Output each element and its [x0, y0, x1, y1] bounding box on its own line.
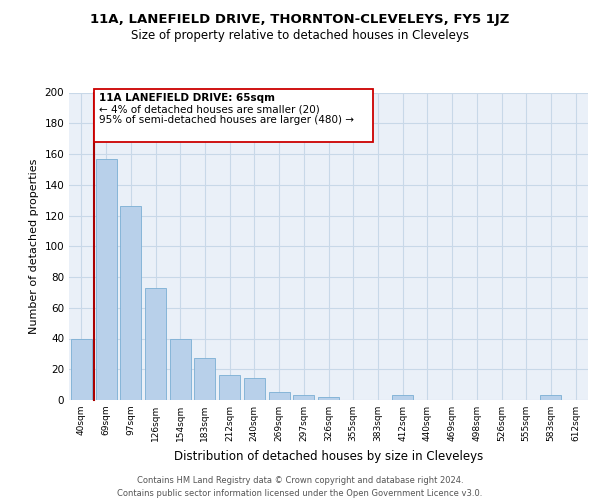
Bar	[293, 396, 314, 400]
Bar	[244, 378, 265, 400]
Text: 11A, LANEFIELD DRIVE, THORNTON-CLEVELEYS, FY5 1JZ: 11A, LANEFIELD DRIVE, THORNTON-CLEVELEYS…	[91, 12, 509, 26]
Bar	[392, 396, 413, 400]
Text: Contains HM Land Registry data © Crown copyright and database right 2024.: Contains HM Land Registry data © Crown c…	[137, 476, 463, 485]
Bar	[541, 396, 562, 400]
Bar	[269, 392, 290, 400]
Text: Contains public sector information licensed under the Open Government Licence v3: Contains public sector information licen…	[118, 489, 482, 498]
Bar	[145, 288, 166, 400]
Bar	[219, 376, 240, 400]
Text: 95% of semi-detached houses are larger (480) →: 95% of semi-detached houses are larger (…	[98, 115, 353, 125]
Text: Size of property relative to detached houses in Cleveleys: Size of property relative to detached ho…	[131, 29, 469, 42]
Y-axis label: Number of detached properties: Number of detached properties	[29, 158, 39, 334]
Bar	[95, 158, 116, 400]
X-axis label: Distribution of detached houses by size in Cleveleys: Distribution of detached houses by size …	[174, 450, 483, 462]
Bar	[120, 206, 141, 400]
Bar	[170, 338, 191, 400]
Bar	[318, 397, 339, 400]
Text: ← 4% of detached houses are smaller (20): ← 4% of detached houses are smaller (20)	[98, 104, 319, 114]
Bar	[71, 338, 92, 400]
Text: 11A LANEFIELD DRIVE: 65sqm: 11A LANEFIELD DRIVE: 65sqm	[98, 94, 275, 104]
FancyBboxPatch shape	[94, 90, 373, 142]
Bar	[194, 358, 215, 400]
